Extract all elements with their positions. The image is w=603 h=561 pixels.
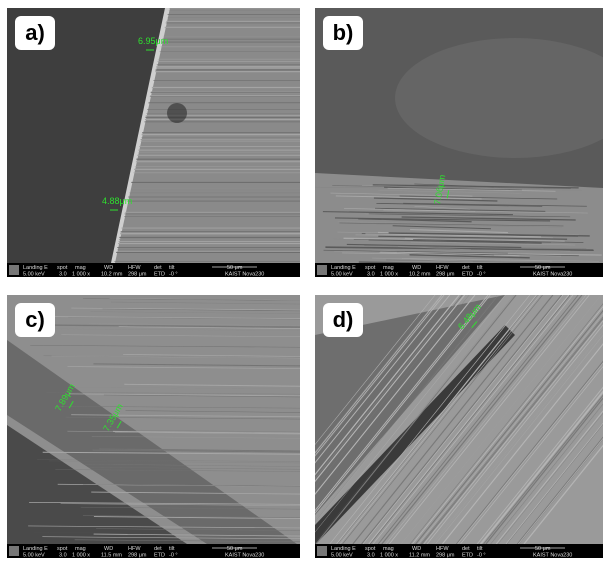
logo: [9, 546, 19, 556]
info-header: mag: [75, 265, 86, 271]
info-value: 3.0: [367, 272, 375, 278]
sem-image: 7.06μmLanding E5.00 keVspot3.0mag1 000 x…: [315, 8, 603, 277]
info-value: ETD: [154, 553, 165, 559]
info-value: 5.00 keV: [331, 272, 353, 278]
info-header: spot: [57, 546, 68, 552]
info-bar: Landing E5.00 keV spot3.0 mag1 000 x WD11.2…: [315, 544, 603, 558]
info-header: tilt: [477, 546, 483, 552]
instrument: KAIST Nova230: [533, 553, 572, 559]
info-value: ETD: [462, 272, 473, 278]
info-header: det: [462, 265, 470, 271]
info-value: 1 000 x: [380, 272, 398, 278]
info-value: 11.5 mm: [101, 553, 122, 559]
info-value: 10.2 mm: [409, 272, 431, 278]
info-header: mag: [383, 546, 394, 552]
scale-label: 50 μm: [535, 546, 551, 552]
scale-label: 50 μm: [227, 265, 243, 271]
info-header: HFW: [436, 546, 449, 552]
panel-label: c): [15, 303, 55, 337]
info-header: spot: [365, 546, 376, 552]
info-value: 1 000 x: [380, 553, 398, 559]
info-header: Landing E: [331, 546, 356, 552]
logo: [317, 546, 327, 556]
info-header: mag: [75, 546, 86, 552]
panel-label: b): [323, 16, 363, 50]
instrument: KAIST Nova230: [533, 272, 572, 278]
info-value: 298 μm: [128, 553, 147, 559]
measurement-label: 4.88μm: [102, 196, 132, 206]
info-value: ETD: [154, 272, 165, 278]
info-value: ETD: [462, 553, 473, 559]
info-value: 3.0: [59, 553, 67, 559]
info-header: det: [154, 546, 162, 552]
info-header: det: [462, 546, 470, 552]
info-value: 298 μm: [436, 553, 455, 559]
info-header: spot: [365, 265, 376, 271]
info-header: HFW: [436, 265, 449, 271]
sem-image: 6.48μmLanding E5.00 keVspot3.0mag1 000 x…: [315, 295, 603, 558]
info-value: -0 °: [477, 272, 486, 278]
info-value: -0 °: [169, 553, 178, 559]
scale-label: 50 μm: [227, 546, 243, 552]
info-value: -0 °: [169, 272, 178, 278]
info-value: 5.00 keV: [23, 272, 45, 278]
info-header: tilt: [169, 546, 175, 552]
info-value: 10.2 mm: [101, 272, 123, 278]
info-header: tilt: [169, 265, 175, 271]
info-header: WD: [104, 265, 113, 271]
measurement-label: 6.95μm: [138, 36, 168, 46]
instrument: KAIST Nova230: [225, 272, 264, 278]
logo: [317, 265, 327, 275]
info-header: HFW: [128, 546, 141, 552]
info-header: spot: [57, 265, 68, 271]
info-header: WD: [412, 546, 421, 552]
info-value: 11.2 mm: [409, 553, 430, 559]
particle: [167, 103, 187, 123]
info-header: tilt: [477, 265, 483, 271]
instrument: KAIST Nova230: [225, 553, 264, 559]
info-header: mag: [383, 265, 394, 271]
info-value: 1 000 x: [72, 272, 90, 278]
panel-label: a): [15, 16, 55, 50]
info-header: Landing E: [23, 546, 48, 552]
info-value: 3.0: [59, 272, 67, 278]
info-value: 1 000 x: [72, 553, 90, 559]
info-header: WD: [412, 265, 421, 271]
info-header: HFW: [128, 265, 141, 271]
sem-image: 6.95μm4.88μmLanding E5.00 keVspot3.0mag1…: [7, 8, 300, 277]
scale-label: 50 μm: [535, 265, 551, 271]
info-header: det: [154, 265, 162, 271]
info-value: 5.00 keV: [331, 553, 353, 559]
panel-label: d): [323, 303, 363, 337]
figure: 6.95μm4.88μmLanding E5.00 keVspot3.0mag1…: [0, 0, 603, 561]
info-value: 5.00 keV: [23, 553, 45, 559]
info-value: 298 μm: [436, 272, 455, 278]
info-value: 298 μm: [128, 272, 147, 278]
info-value: 3.0: [367, 553, 375, 559]
logo: [9, 265, 19, 275]
info-value: -0 °: [477, 553, 486, 559]
info-header: Landing E: [23, 265, 48, 271]
info-header: WD: [104, 546, 113, 552]
info-header: Landing E: [331, 265, 356, 271]
